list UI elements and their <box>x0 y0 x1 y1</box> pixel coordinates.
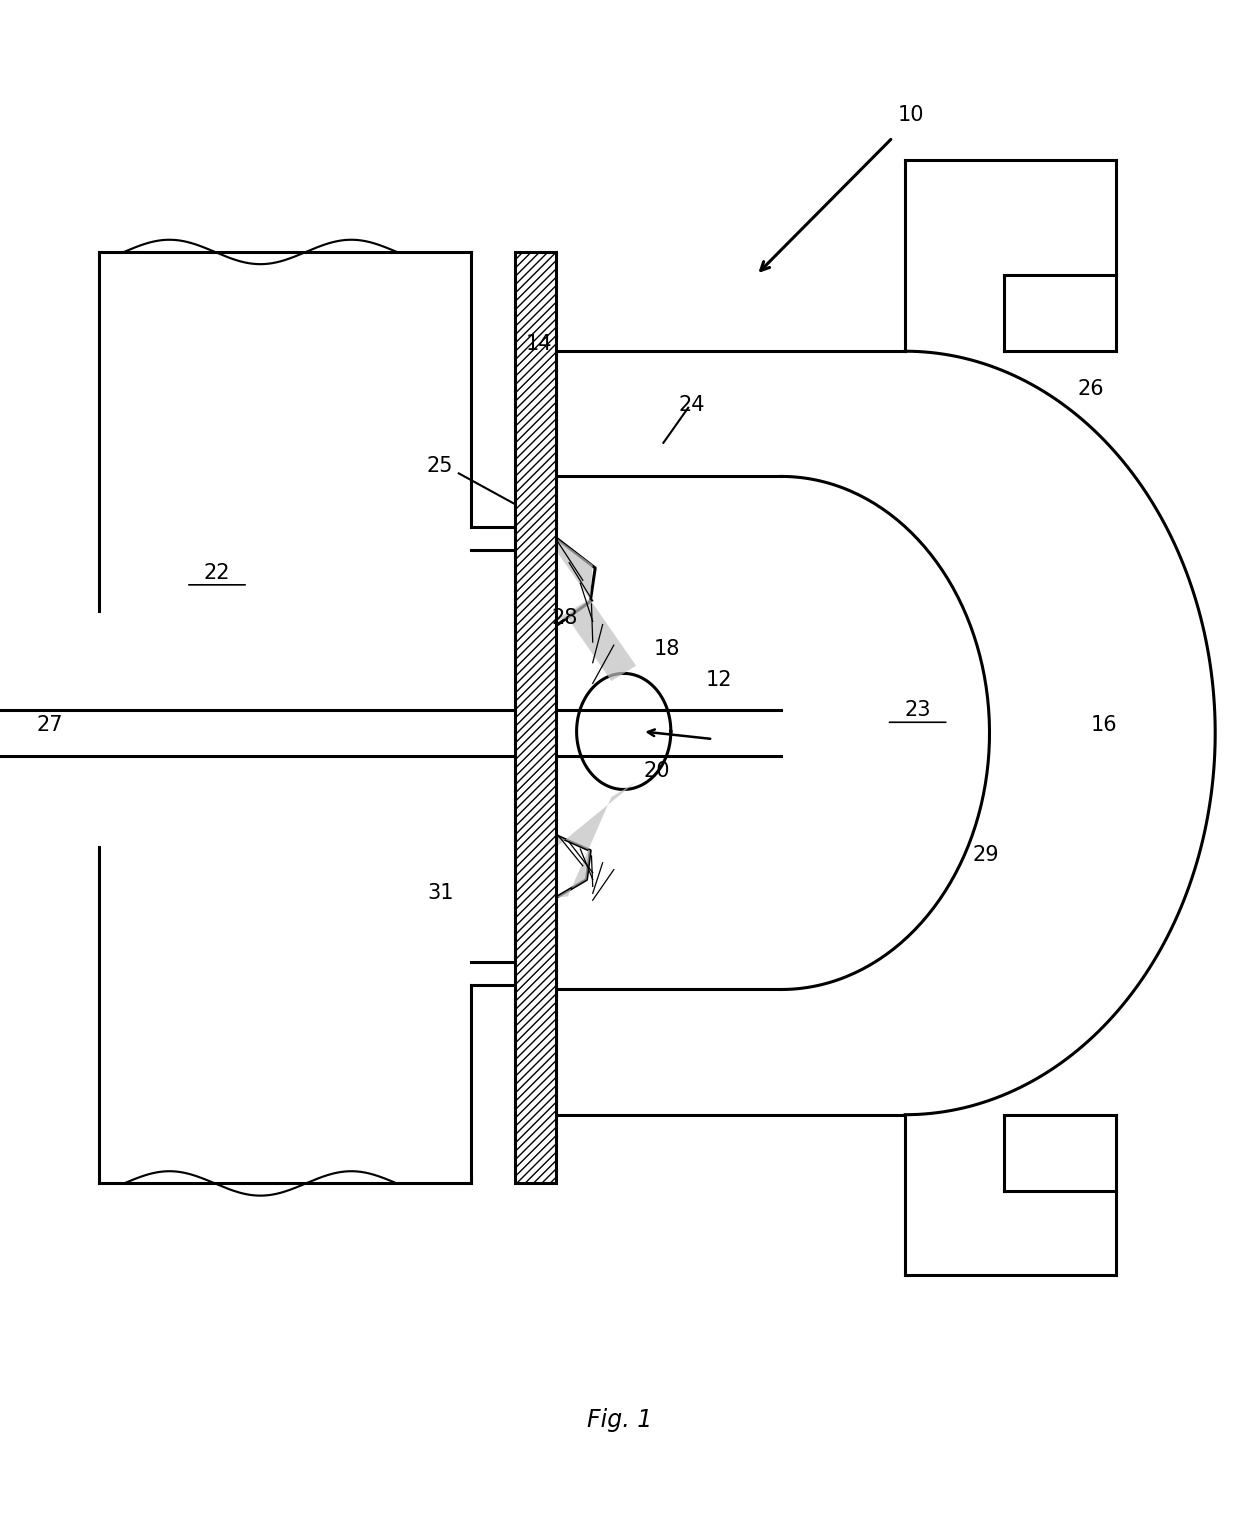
Text: Fig. 1: Fig. 1 <box>588 1408 652 1432</box>
Text: 27: 27 <box>36 715 63 736</box>
Polygon shape <box>556 538 636 681</box>
Text: 12: 12 <box>706 669 733 690</box>
Text: 26: 26 <box>1078 379 1105 400</box>
Text: 28: 28 <box>551 608 578 629</box>
Polygon shape <box>515 252 556 1183</box>
Text: 20: 20 <box>644 760 671 782</box>
Polygon shape <box>556 782 636 898</box>
Text: 24: 24 <box>678 394 706 415</box>
Text: 22: 22 <box>203 562 231 583</box>
Text: 16: 16 <box>1090 715 1117 736</box>
Text: 25: 25 <box>427 455 454 476</box>
Text: 14: 14 <box>526 333 553 354</box>
Text: 18: 18 <box>653 638 681 660</box>
Text: 10: 10 <box>898 104 925 125</box>
Text: 31: 31 <box>427 883 454 904</box>
Text: 23: 23 <box>904 699 931 721</box>
Text: 29: 29 <box>972 844 999 866</box>
